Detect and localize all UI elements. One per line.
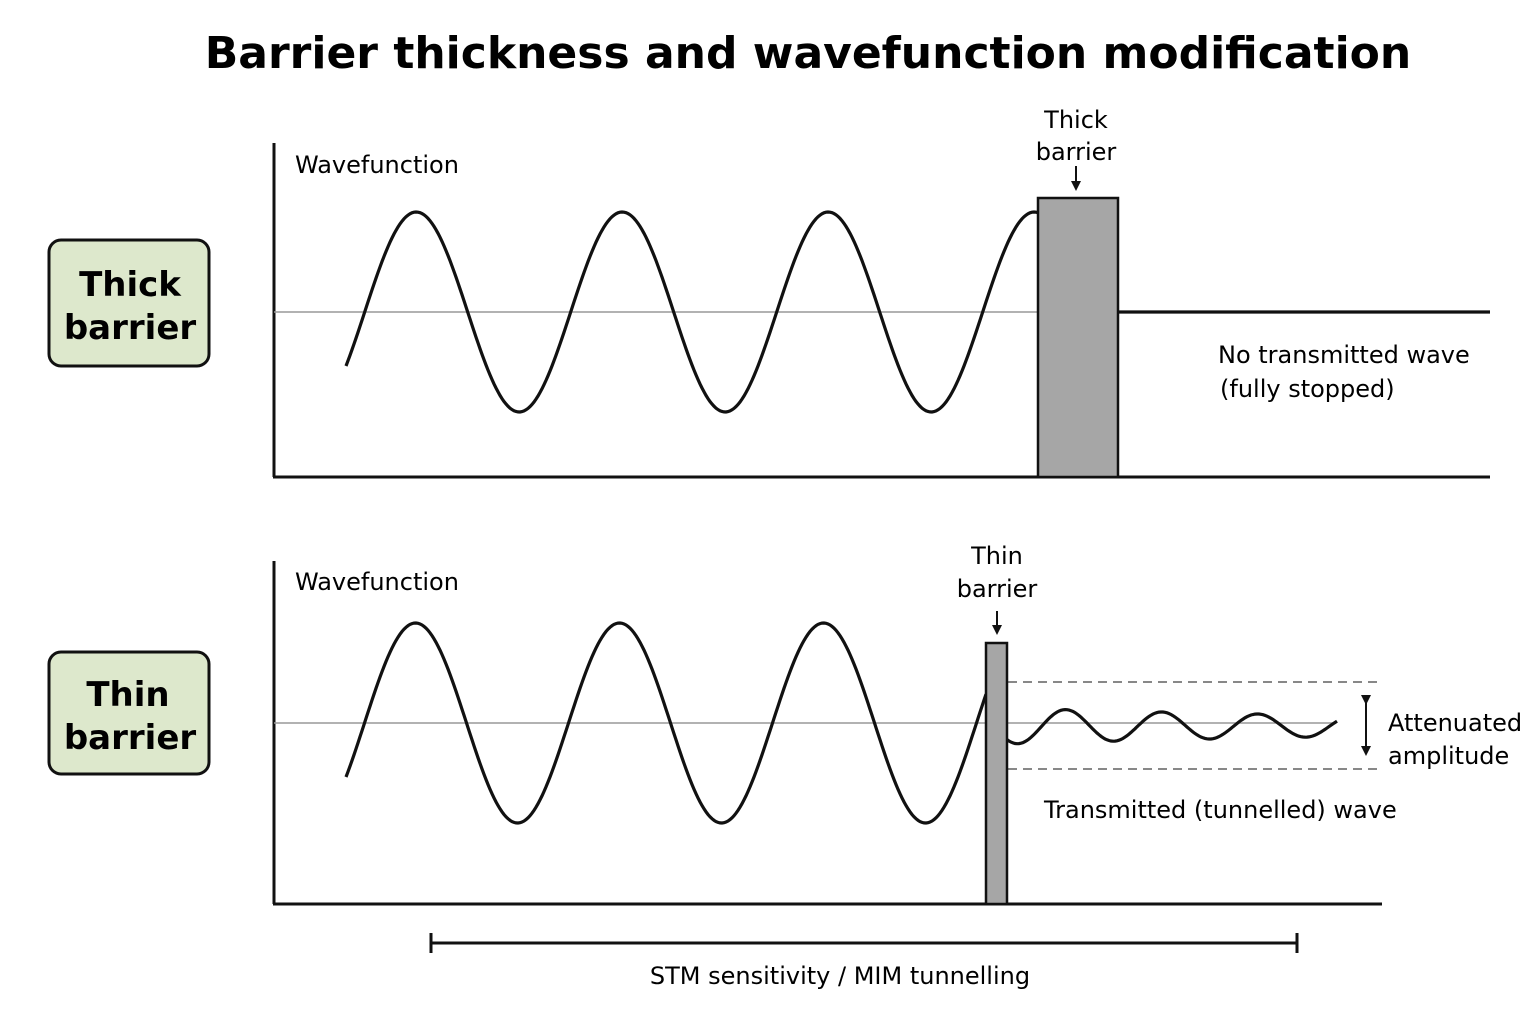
thick-barrier-panel: Thick barrier Wavefunction Thick barrier… bbox=[47, 106, 1490, 479]
thick-side-label-line1: Thick bbox=[79, 265, 182, 305]
transmitted-wave-label: Transmitted (tunnelled) wave bbox=[1043, 796, 1397, 824]
thin-barrier-label-line1: Thin bbox=[970, 542, 1023, 570]
range-label: STM sensitivity / MIM tunnelling bbox=[650, 962, 1030, 990]
thick-barrier-label-line1: Thick bbox=[1043, 106, 1108, 134]
thin-incident-wave bbox=[344, 621, 988, 825]
thin-barrier-panel: Thin barrier Wavefunction Thin barrier A… bbox=[47, 542, 1522, 906]
thin-axis-label: Wavefunction bbox=[295, 568, 459, 596]
thick-side-label-box bbox=[47, 238, 211, 368]
thick-barrier bbox=[1036, 196, 1120, 479]
thick-barrier-label-line2: barrier bbox=[1036, 138, 1117, 166]
thin-transmitted-wave bbox=[1006, 707, 1338, 746]
amplitude-label-line2: amplitude bbox=[1388, 742, 1509, 770]
amplitude-label-line1: Attenuated bbox=[1388, 709, 1522, 737]
thick-axis-label: Wavefunction bbox=[295, 151, 459, 179]
thin-barrier bbox=[984, 641, 1009, 906]
thin-side-label-box bbox=[47, 650, 211, 776]
thin-barrier-label-line2: barrier bbox=[957, 575, 1038, 603]
thick-note-line1: No transmitted wave bbox=[1218, 341, 1470, 369]
thin-side-label-line1: Thin bbox=[86, 675, 169, 715]
sensitivity-range: STM sensitivity / MIM tunnelling bbox=[429, 933, 1299, 990]
thick-side-label-line2: barrier bbox=[64, 308, 197, 348]
thin-side-label-line2: barrier bbox=[64, 718, 197, 758]
thick-note-line2: (fully stopped) bbox=[1220, 375, 1395, 403]
diagram-title: Barrier thickness and wavefunction modif… bbox=[205, 28, 1411, 79]
thick-incident-wave bbox=[344, 210, 1039, 414]
